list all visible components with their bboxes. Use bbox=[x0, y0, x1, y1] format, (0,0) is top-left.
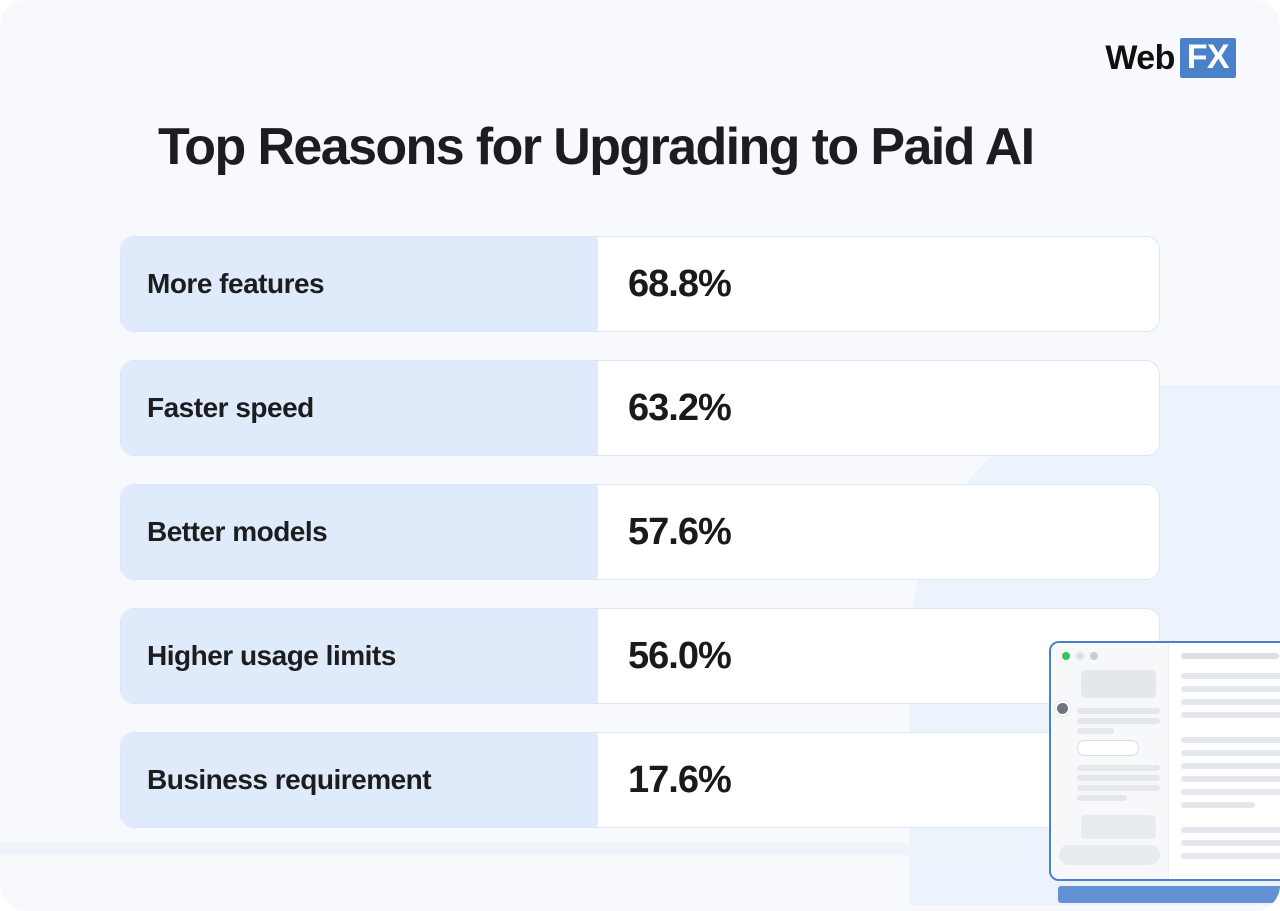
traffic-light-green-icon bbox=[1062, 652, 1070, 660]
bar-track: 57.6% bbox=[598, 485, 1159, 579]
placeholder-line bbox=[1181, 776, 1280, 782]
placeholder-group bbox=[1077, 708, 1160, 801]
bar-track: 68.8% bbox=[598, 237, 1159, 331]
placeholder-spacer bbox=[1181, 815, 1280, 827]
row-value: 17.6% bbox=[628, 759, 732, 801]
placeholder-line bbox=[1077, 718, 1160, 724]
table-row: Business requirement 17.6% bbox=[120, 732, 1160, 828]
placeholder-line bbox=[1077, 775, 1160, 781]
page-title: Top Reasons for Upgrading to Paid AI bbox=[158, 118, 1035, 176]
bar-fill: Better models bbox=[121, 485, 598, 579]
placeholder-line bbox=[1077, 785, 1160, 791]
reasons-bar-chart: More features 68.8% Faster speed 63.2% B… bbox=[120, 236, 1160, 828]
placeholder-spacer bbox=[1181, 725, 1280, 737]
placeholder-line bbox=[1181, 802, 1255, 808]
placeholder-line bbox=[1181, 763, 1280, 769]
webfx-logo: Web FX bbox=[1105, 38, 1236, 78]
placeholder-line bbox=[1077, 795, 1127, 801]
placeholder-bar bbox=[1059, 845, 1160, 865]
bar-fill: Business requirement bbox=[121, 733, 598, 827]
placeholder-line bbox=[1181, 673, 1280, 679]
table-row: Higher usage limits 56.0% bbox=[120, 608, 1160, 704]
row-value: 68.8% bbox=[628, 263, 732, 305]
table-row: Faster speed 63.2% bbox=[120, 360, 1160, 456]
placeholder-line bbox=[1181, 750, 1280, 756]
bar-fill: Higher usage limits bbox=[121, 609, 598, 703]
row-label: Higher usage limits bbox=[147, 640, 396, 671]
placeholder-line bbox=[1077, 728, 1115, 734]
browser-window-mockup bbox=[1049, 641, 1280, 881]
table-row: More features 68.8% bbox=[120, 236, 1160, 332]
placeholder-block bbox=[1081, 815, 1156, 839]
row-value: 56.0% bbox=[628, 635, 732, 677]
avatar bbox=[1055, 701, 1070, 716]
row-label: Faster speed bbox=[147, 392, 314, 423]
bar-track: 63.2% bbox=[598, 361, 1159, 455]
bar-fill: More features bbox=[121, 237, 598, 331]
placeholder-line bbox=[1077, 765, 1160, 771]
row-value: 63.2% bbox=[628, 387, 732, 429]
placeholder-input-pill bbox=[1077, 740, 1139, 756]
placeholder-line bbox=[1181, 827, 1280, 833]
placeholder-line bbox=[1181, 686, 1280, 692]
placeholder-line bbox=[1181, 737, 1280, 743]
bar-fill: Faster speed bbox=[121, 361, 598, 455]
table-row: Better models 57.6% bbox=[120, 484, 1160, 580]
logo-text-web: Web bbox=[1105, 39, 1175, 77]
logo-text-fx: FX bbox=[1179, 38, 1236, 78]
placeholder-line bbox=[1181, 840, 1280, 846]
traffic-lights bbox=[1059, 652, 1160, 660]
row-label: Better models bbox=[147, 516, 328, 547]
placeholder-line bbox=[1181, 853, 1280, 859]
placeholder-line bbox=[1181, 699, 1280, 705]
placeholder-line bbox=[1077, 708, 1160, 714]
mockup-content-area bbox=[1169, 643, 1280, 879]
row-label: Business requirement bbox=[147, 764, 432, 795]
mockup-sidebar bbox=[1051, 643, 1169, 879]
mockup-base-shadow bbox=[1058, 886, 1280, 903]
placeholder-line bbox=[1181, 712, 1280, 718]
traffic-light-gray-icon bbox=[1090, 652, 1098, 660]
placeholder-line bbox=[1181, 789, 1280, 795]
placeholder-heading bbox=[1181, 653, 1280, 659]
traffic-light-gray-icon bbox=[1076, 652, 1084, 660]
row-label: More features bbox=[147, 268, 325, 299]
row-value: 57.6% bbox=[628, 511, 732, 553]
placeholder-hero-block bbox=[1081, 670, 1156, 698]
